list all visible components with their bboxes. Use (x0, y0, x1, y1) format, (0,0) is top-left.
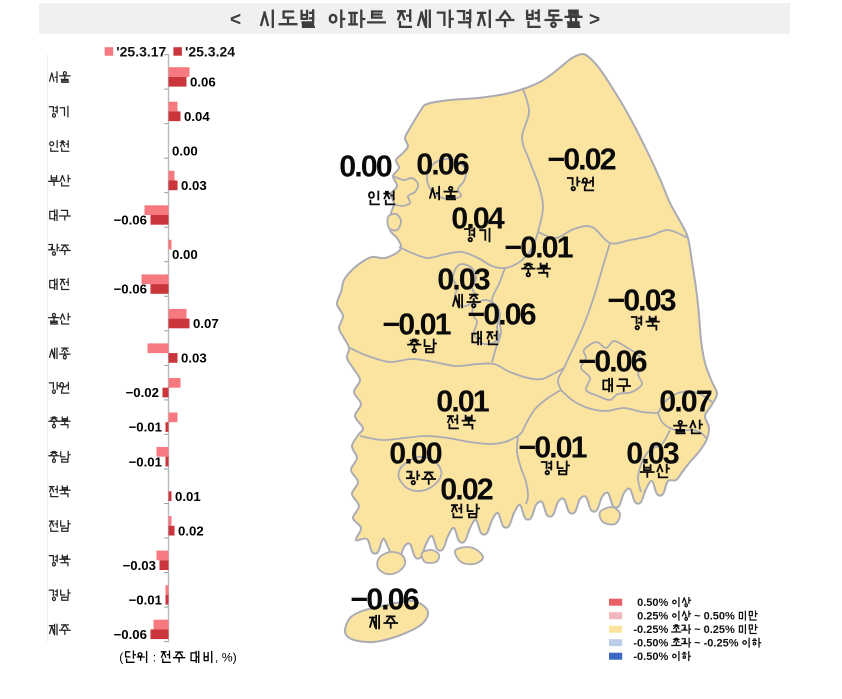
svg-text:0.50%: 0.50% (637, 597, 671, 609)
svg-text:'25.3.17: '25.3.17 (116, 43, 166, 59)
svg-text:0.04: 0.04 (184, 109, 210, 124)
svg-text:'25.3.24: '25.3.24 (185, 43, 235, 59)
svg-text:-0.50%: -0.50% (633, 651, 671, 663)
svg-text:0.01: 0.01 (175, 489, 201, 504)
svg-text:0.00: 0.00 (389, 437, 441, 471)
svg-text:−0.03: −0.03 (123, 558, 156, 573)
svg-text:−0.02: −0.02 (547, 143, 615, 177)
svg-text:−0.01: −0.01 (518, 431, 587, 465)
svg-text:−0.01: −0.01 (504, 231, 573, 265)
svg-text:0.02: 0.02 (178, 523, 204, 538)
svg-text:-0.25%: -0.25% (633, 624, 671, 636)
svg-text:−0.03: −0.03 (607, 284, 675, 318)
svg-text:-0.50%: -0.50% (633, 638, 671, 650)
svg-text:<: < (230, 10, 241, 31)
svg-text:0.07: 0.07 (659, 385, 711, 419)
svg-text:~ -0.25%: ~ -0.25% (691, 638, 741, 650)
svg-text:0.04: 0.04 (451, 202, 504, 236)
svg-text:>: > (589, 10, 600, 31)
svg-text:~ 0.25%: ~ 0.25% (691, 624, 738, 636)
svg-text:0.00: 0.00 (172, 144, 198, 159)
svg-text:0.03: 0.03 (437, 263, 489, 297)
svg-text:0.07: 0.07 (193, 316, 219, 331)
svg-text:, %): , %) (215, 650, 237, 664)
svg-text:0.06: 0.06 (190, 74, 216, 89)
svg-text:−0.06: −0.06 (467, 298, 535, 332)
svg-text:−0.06: −0.06 (578, 345, 646, 379)
svg-text:−0.02: −0.02 (126, 385, 159, 400)
svg-text:0.02: 0.02 (440, 473, 492, 507)
svg-text:0.03: 0.03 (626, 437, 678, 471)
svg-text:−0.06: −0.06 (114, 213, 147, 228)
svg-text:−0.06: −0.06 (350, 583, 418, 617)
svg-text:−0.01: −0.01 (129, 592, 162, 607)
svg-text:0.03: 0.03 (181, 178, 207, 193)
svg-text:−0.01: −0.01 (382, 308, 451, 342)
svg-text:−0.06: −0.06 (114, 282, 147, 297)
svg-text:0.25%: 0.25% (637, 611, 671, 623)
svg-text:0.06: 0.06 (416, 148, 468, 182)
svg-text:~ 0.50%: ~ 0.50% (691, 611, 738, 623)
svg-text:−0.01: −0.01 (129, 454, 162, 469)
svg-text:0.01: 0.01 (436, 385, 489, 419)
svg-text:−0.06: −0.06 (114, 627, 147, 642)
svg-text:−0.01: −0.01 (129, 420, 162, 435)
svg-text:0.00: 0.00 (339, 150, 391, 184)
svg-text:0.00: 0.00 (172, 247, 198, 262)
svg-text:(: ( (119, 650, 123, 664)
svg-text::: : (149, 650, 159, 664)
svg-text:0.03: 0.03 (181, 351, 207, 366)
